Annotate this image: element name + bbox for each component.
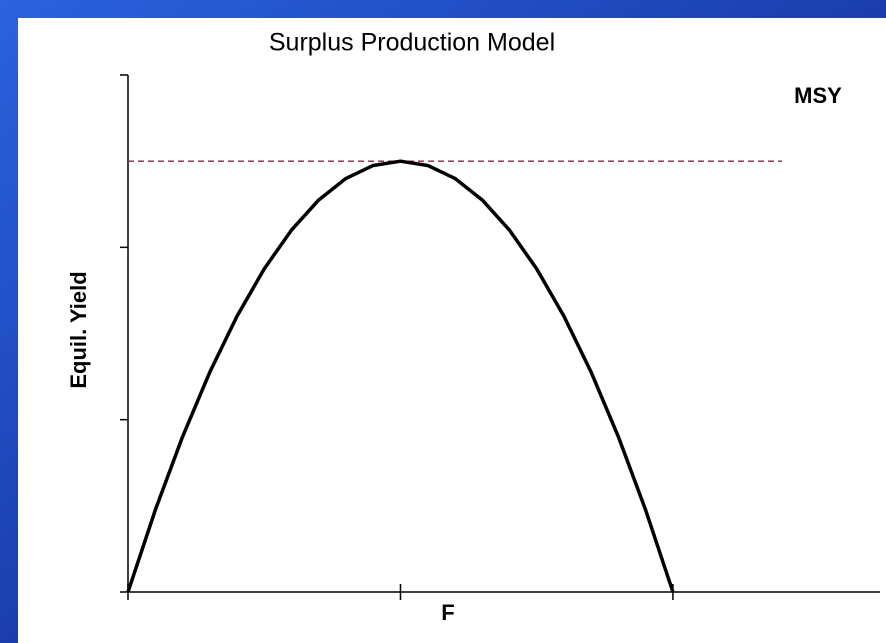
msy-label: MSY <box>794 83 842 108</box>
curve <box>126 159 675 593</box>
chart-title: Surplus Production Model <box>269 29 555 57</box>
y-axis-label: Equil. Yield <box>66 271 91 388</box>
x-axis-label: F <box>441 600 454 625</box>
panel <box>18 18 886 643</box>
